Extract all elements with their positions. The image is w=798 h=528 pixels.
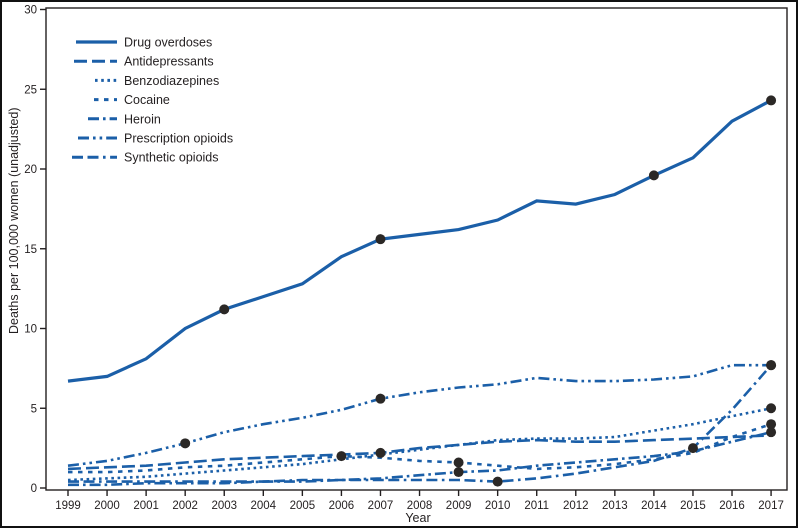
y-tick-label: 0	[31, 483, 37, 495]
x-tick-label: 2007	[368, 500, 394, 512]
x-tick-label: 2010	[485, 500, 511, 512]
x-tick-label: 2017	[758, 500, 784, 512]
y-tick-label: 25	[24, 84, 37, 96]
series-line-benzodiazepines	[67, 407, 772, 482]
x-tick-label: 1999	[55, 500, 81, 512]
x-tick-label: 2001	[133, 500, 159, 512]
legend-label: Drug overdoses	[124, 36, 212, 50]
series-line-cocaine	[68, 422, 772, 474]
x-tick-label: 2013	[602, 500, 628, 512]
x-axis-title: Year	[405, 511, 430, 525]
y-tick-label: 20	[24, 164, 37, 176]
legend-item-synthetic-opioids: Synthetic opioids	[72, 151, 219, 165]
joinpoint-heroin-2017	[766, 427, 777, 438]
series-line-prescription-opioids	[67, 363, 772, 467]
legend-item-benzodiazepines: Benzodiazepines	[95, 74, 219, 88]
joinpoint-prescription-opioids-2007	[375, 393, 386, 404]
joinpoint-cocaine-2006	[336, 451, 347, 462]
y-tick-label: 15	[24, 244, 37, 256]
x-tick-label: 2005	[290, 500, 316, 512]
legend-item-cocaine: Cocaine	[94, 93, 170, 107]
tick-labels: 0 5 10 15 20 25 30 1999 2000 2001 2002 2003 2004 2005…	[24, 5, 784, 513]
legend-label: Prescription opioids	[124, 132, 233, 146]
legend: Drug overdoses Antidepressants Benzodiazep…	[72, 36, 233, 165]
x-tick-label: 2011	[524, 500, 549, 512]
legend-label: Benzodiazepines	[124, 74, 219, 88]
x-tick-label: 2004	[251, 500, 277, 512]
joinpoint-prescription-opioids-2002	[180, 438, 191, 449]
joinpoint-drug-overdoses-2007	[375, 234, 386, 245]
y-tick-label: 10	[24, 324, 37, 336]
legend-item-antidepressants: Antidepressants	[74, 55, 214, 69]
y-tick-label: 5	[31, 403, 37, 415]
series-line-antidepressants	[67, 434, 772, 471]
joinpoint-benzodiazepines-2017	[766, 403, 777, 414]
x-tick-label: 2012	[563, 500, 589, 512]
joinpoint-synthetic-opioids-2017	[766, 360, 777, 371]
x-tick-label: 2002	[172, 500, 198, 512]
x-tick-label: 2015	[680, 500, 706, 512]
x-tick-label: 2000	[94, 500, 120, 512]
joinpoint-synthetic-opioids-2010	[492, 476, 503, 487]
legend-label: Heroin	[124, 112, 161, 126]
x-tick-label: 2009	[446, 500, 472, 512]
joinpoint-drug-overdoses-2003	[219, 304, 230, 315]
legend-item-drug-overdoses: Drug overdoses	[76, 36, 212, 50]
joinpoint-drug-overdoses-2014	[648, 170, 659, 181]
legend-item-heroin: Heroin	[88, 112, 161, 126]
joinpoint-synthetic-opioids-2015	[687, 443, 698, 454]
y-axis-title: Deaths per 100,000 women (unadjusted)	[7, 107, 21, 334]
joinpoint-antidepressants-2007	[375, 447, 386, 458]
joinpoint-cocaine-2009	[453, 457, 464, 468]
legend-label: Antidepressants	[124, 55, 214, 69]
joinpoint-heroin-2009	[453, 467, 464, 478]
joinpoint-dots	[180, 95, 777, 487]
x-tick-label: 2006	[329, 500, 355, 512]
legend-item-prescription-opioids: Prescription opioids	[78, 132, 233, 146]
axis-ticks	[40, 8, 772, 496]
x-tick-label: 2003	[211, 500, 237, 512]
legend-label: Synthetic opioids	[124, 151, 219, 165]
legend-label: Cocaine	[124, 93, 170, 107]
joinpoint-drug-overdoses-2017	[766, 95, 777, 106]
joinpoint-cocaine-2017	[766, 419, 777, 430]
y-tick-label: 30	[24, 5, 37, 17]
series-line-synthetic-opioids	[68, 364, 773, 483]
x-tick-label: 2014	[641, 500, 667, 512]
series-line-heroin	[68, 430, 772, 487]
x-tick-label: 2008	[407, 500, 433, 512]
x-tick-label: 2016	[719, 500, 745, 512]
